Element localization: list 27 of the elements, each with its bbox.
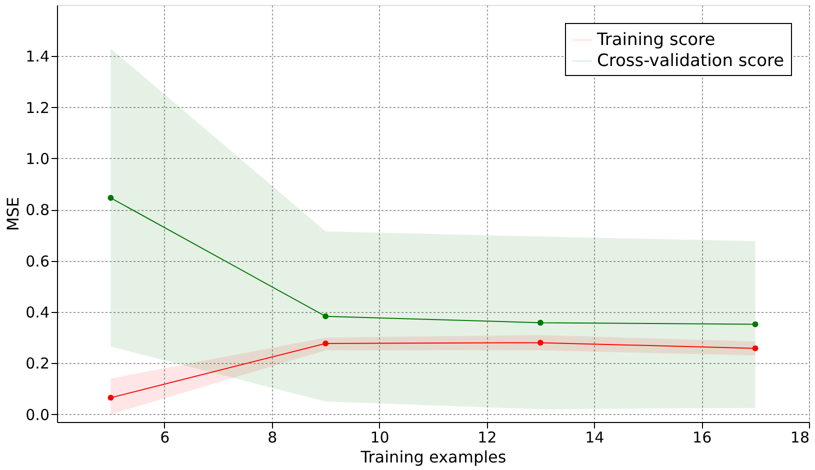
- y-tick-label: 0.2: [26, 354, 50, 373]
- point: [322, 340, 329, 346]
- point: [108, 194, 114, 201]
- x-tick-label: 6: [160, 428, 170, 446]
- y-axis-title: MSE: [4, 196, 23, 232]
- y-tick-label: 0.8: [26, 201, 50, 220]
- y-tick-label: 0.6: [26, 252, 50, 270]
- legend-label: Cross-validation score: [597, 51, 784, 71]
- point: [537, 340, 544, 346]
- point: [322, 313, 329, 320]
- x-tick-label: 10: [370, 428, 390, 446]
- x-tick-label: 14: [585, 428, 604, 446]
- y-tick-label: 0.4: [26, 303, 50, 322]
- point: [752, 321, 758, 328]
- legend-label: Training score: [596, 30, 716, 50]
- x-tick-label: 8: [268, 428, 278, 446]
- point: [752, 345, 758, 352]
- x-tick-label: 12: [478, 428, 497, 446]
- x-axis-title: Training examples: [360, 448, 506, 466]
- y-tick-label: 1.2: [26, 98, 50, 117]
- y-tick-label: 0.0: [26, 406, 50, 424]
- point: [537, 320, 544, 326]
- x-tick-label: 16: [692, 428, 712, 446]
- y-tick-label: 1.0: [26, 150, 50, 168]
- x-tick-label: 18: [790, 428, 810, 446]
- point: [108, 394, 114, 401]
- y-tick-label: 1.4: [26, 48, 50, 66]
